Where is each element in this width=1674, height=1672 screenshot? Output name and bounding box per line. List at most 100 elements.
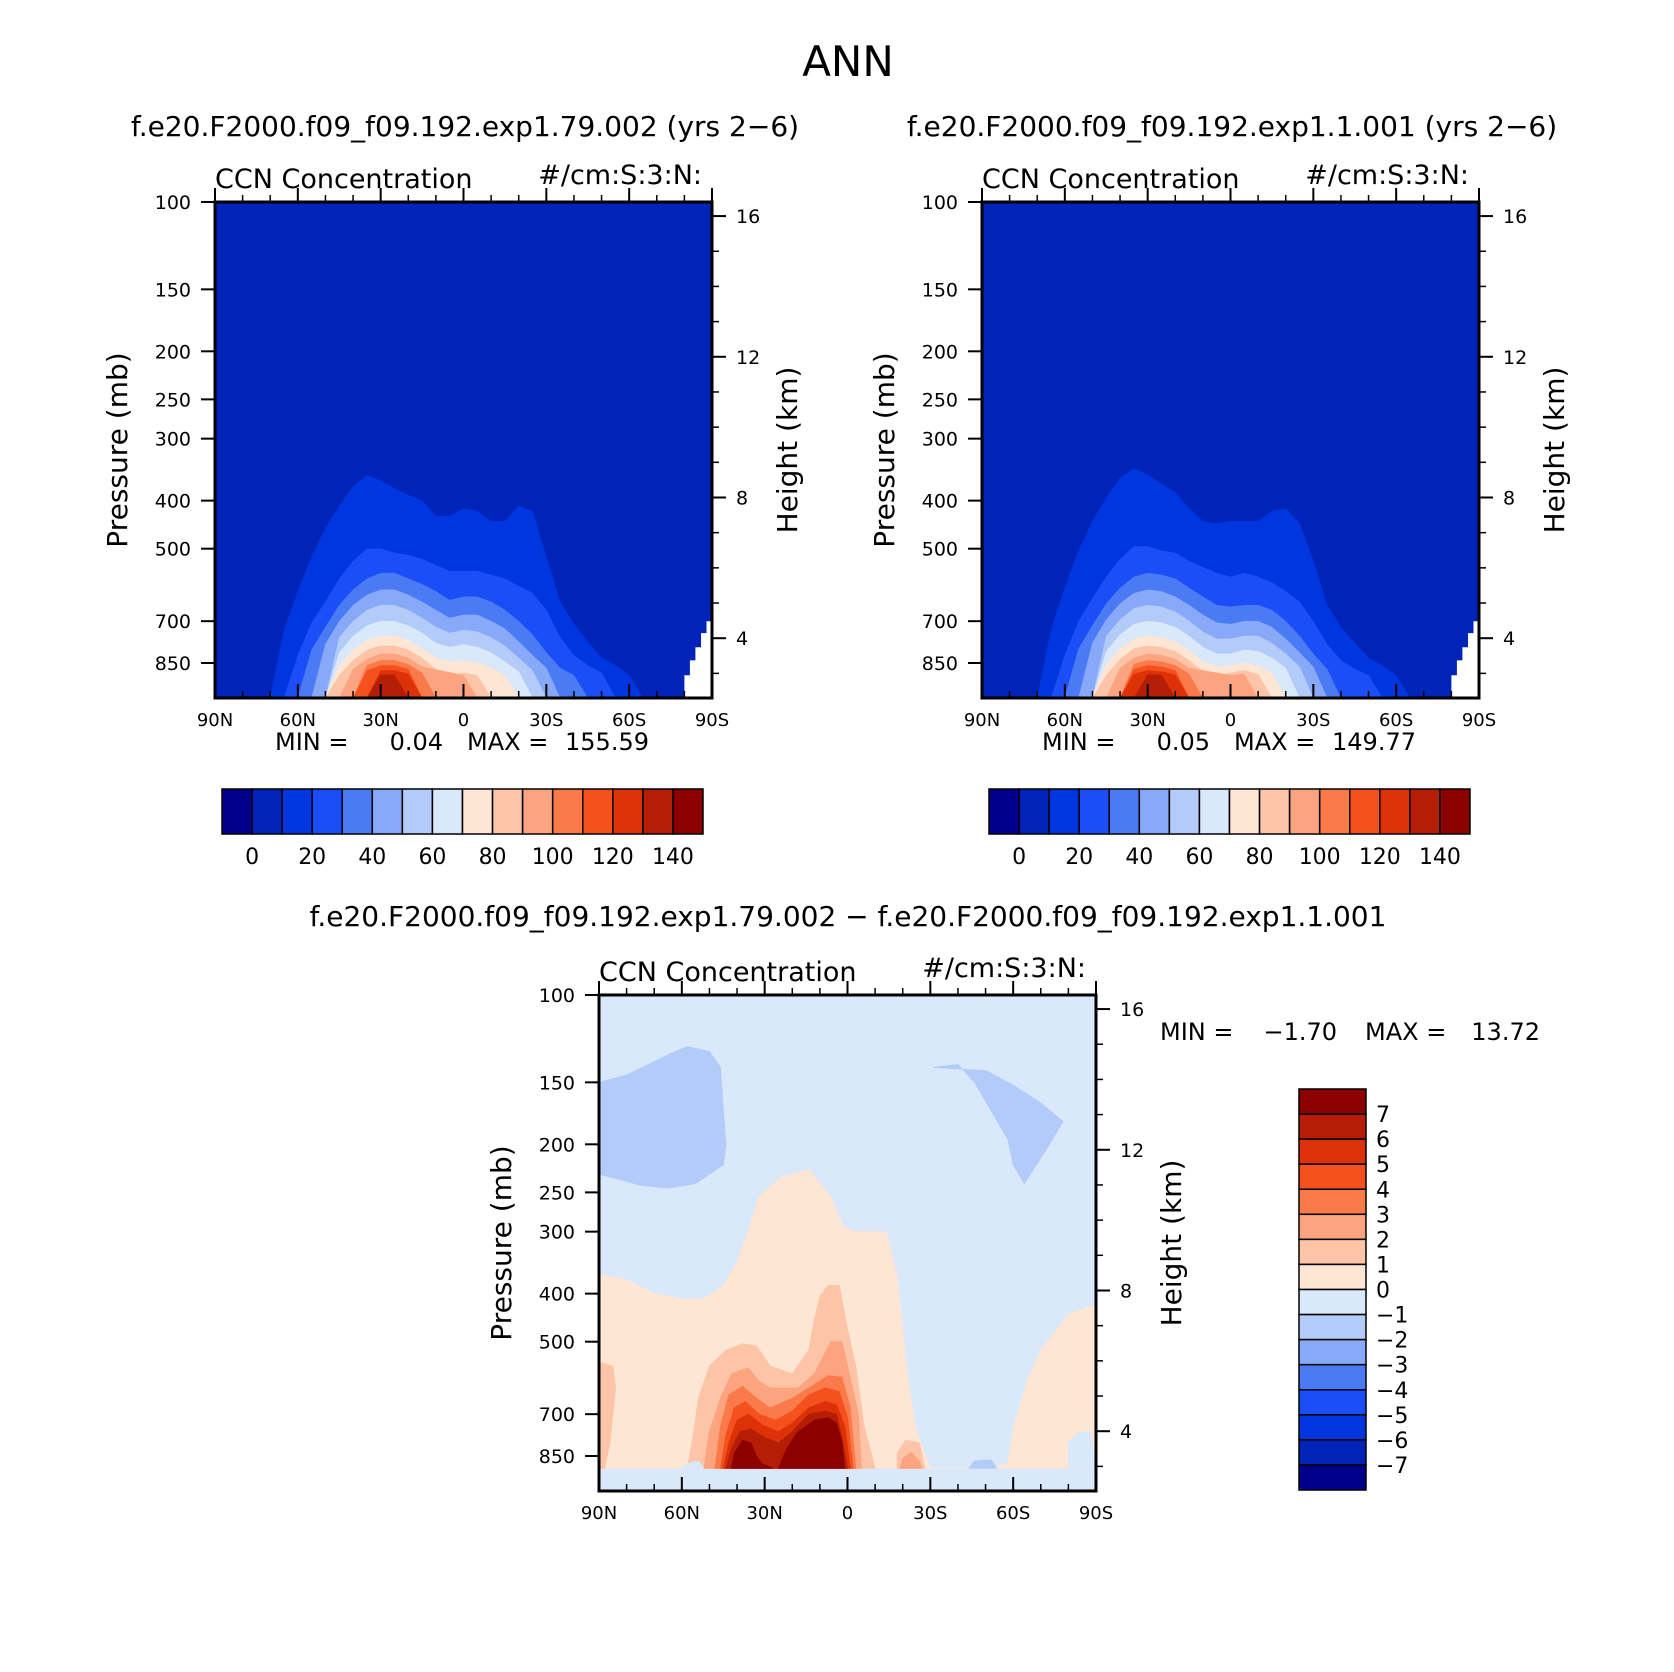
colorbar-box [1198,788,1231,835]
fill-region--1to0 [1068,1431,1096,1469]
x-tick-label: 60N [280,710,316,731]
min-label: MIN = [1160,1018,1233,1046]
x-tick-label: 90N [197,710,233,731]
colorbar-box [1298,1464,1367,1491]
y-tick-label: 850 [155,653,191,675]
colorbar-label: 60 [1185,845,1213,870]
right-string: #/cm:S:3:N: [538,160,702,191]
colorbar-box [1168,788,1201,835]
y-tick-label: 300 [155,429,191,451]
y-tick-label: 250 [155,389,191,411]
y-tick-label: 500 [539,1332,575,1354]
figure-title: ANN [802,37,894,86]
colorbar-box [1298,1238,1367,1266]
colorbar-label: 2 [1376,1228,1390,1253]
y-tick-label: 400 [155,491,191,513]
colorbar-box [612,788,644,835]
y-tick-label: 500 [922,539,958,561]
colorbar-box [491,788,524,835]
y2-tick-label: 4 [1503,628,1515,650]
y2-tick-label: 4 [736,628,748,650]
y-tick-label: 100 [155,192,191,214]
y2-tick-label: 16 [1120,999,1144,1021]
colorbar-box [311,788,343,835]
colorbar-label: 40 [1125,845,1153,870]
colorbar-box [281,788,313,835]
colorbar-label: 3 [1376,1203,1390,1228]
colorbar-box [221,788,253,835]
colorbar-box [1228,788,1261,835]
x-tick-label: 0 [458,710,469,731]
colorbar-label: 80 [1246,845,1274,870]
y-tick-label: 250 [539,1182,575,1204]
y2-axis-title: Height (km) [1155,1160,1188,1327]
y-tick-label: 150 [155,279,191,301]
colorbar-label: 40 [358,845,386,870]
fill-region-7+ [731,1439,774,1469]
colorbar-box [1349,788,1381,835]
colorbar-box [1298,1163,1367,1190]
right-string: #/cm:S:3:N: [1305,160,1469,191]
y-tick-label: 700 [922,611,958,633]
colorbar-box [431,788,464,835]
colorbar-label: 100 [1299,845,1341,870]
min-value: −1.70 [1263,1018,1337,1046]
colorbar-box [1048,788,1080,835]
colorbar-label: 100 [532,845,574,870]
y-tick-label: 850 [539,1446,575,1468]
y-axis-title: Pressure (mb) [868,352,901,547]
panel-difference: 90N 60N 30N 0 30S 60S 90S100150200250300400500… [485,953,1540,1524]
contour-fill [599,995,1096,1491]
colorbar-label: 5 [1376,1153,1390,1178]
x-tick-label: 30S [1296,710,1330,731]
colorbar-box [1298,1389,1367,1416]
y2-tick-label: 8 [736,487,748,509]
y-tick-label: 200 [539,1134,575,1156]
colorbar-box [401,788,434,835]
y2-tick-label: 16 [1503,206,1527,228]
y-tick-label: 300 [922,429,958,451]
colorbar-box [1298,1363,1367,1391]
y2-axis-title: Height (km) [1538,367,1571,534]
fill-region--2to-1 [968,1459,997,1469]
max-label: MAX = [1365,1018,1446,1046]
fill-region--2to-1 [599,1046,727,1189]
max-value: 13.72 [1471,1018,1540,1046]
colorbar-box [1298,1439,1367,1466]
y-tick-label: 700 [155,611,191,633]
panel-case1: 90N 60N 30N 0 30S 60S 90S100150200250300400500… [101,160,804,870]
colorbar-box [371,788,404,835]
colorbar-box [461,788,494,835]
missing-data-region [1451,621,1479,698]
case-title-right: f.e20.F2000.f09_f09.192.exp1.1.001 (yrs … [907,110,1557,143]
colorbar-label: 7 [1376,1103,1390,1128]
y2-tick-label: 12 [736,347,760,369]
y-axis-title: Pressure (mb) [101,352,134,547]
fill-region--2to-1 [932,1064,1064,1184]
y2-axis-title: Height (km) [771,367,804,534]
fill-region--1to0 [681,1460,705,1469]
x-tick-label: 90N [581,1503,617,1524]
y-tick-label: 500 [155,539,191,561]
colorbar-label: 4 [1376,1178,1390,1203]
y-tick-label: 100 [922,192,958,214]
y2-tick-label: 12 [1120,1140,1144,1162]
x-tick-label: 30N [746,1503,782,1524]
right-string: #/cm:S:3:N: [922,953,1086,984]
y-tick-label: 300 [539,1222,575,1244]
colorbar-box [1409,788,1441,835]
y2-tick-label: 12 [1503,347,1527,369]
colorbar-box [582,788,614,835]
colorbar-box [642,788,674,835]
x-tick-label: 90S [1462,710,1496,731]
min-value: 0.04 [390,728,443,756]
panel-case2: 90N 60N 30N 0 30S 60S 90S100150200250300400500… [868,160,1571,870]
left-string: CCN Concentration [982,164,1240,195]
x-tick-label: 30S [913,1503,947,1524]
colorbar-label: −2 [1376,1329,1408,1354]
colorbar-label: −6 [1376,1429,1408,1454]
colorbar-label: 120 [1359,845,1401,870]
colorbar-box [521,788,554,835]
colorbar-label: 0 [245,845,259,870]
